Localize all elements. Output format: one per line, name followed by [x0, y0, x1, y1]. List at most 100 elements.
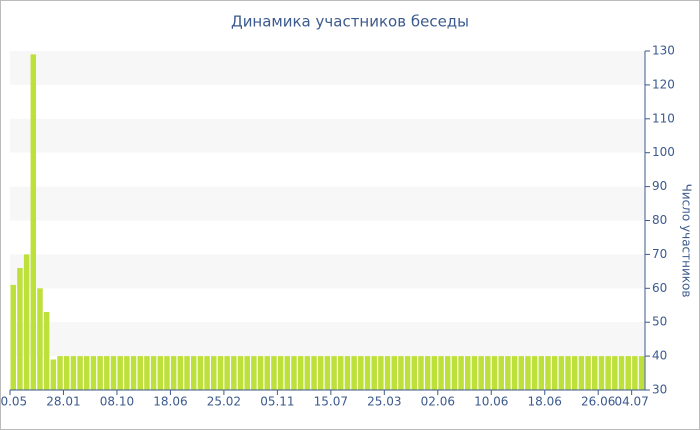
bar: [605, 356, 611, 390]
bar: [97, 356, 103, 390]
bar: [177, 356, 184, 390]
bar: [63, 356, 70, 390]
bar: [371, 356, 377, 390]
grid-band: [10, 322, 645, 357]
bar: [204, 356, 210, 390]
bar: [384, 356, 391, 390]
bar: [485, 356, 491, 390]
bar: [184, 356, 190, 390]
bar: [271, 356, 277, 390]
bar: [251, 356, 257, 390]
bar: [404, 356, 411, 390]
bar: [571, 356, 578, 390]
bar: [598, 356, 605, 390]
grid-band: [10, 51, 645, 85]
bar: [465, 356, 471, 390]
bar: [311, 356, 317, 390]
bar: [257, 356, 264, 390]
bar: [431, 356, 438, 390]
bar: [551, 356, 558, 390]
y-tick-label: 70: [652, 247, 667, 261]
bar: [545, 356, 551, 390]
bar: [411, 356, 418, 390]
bar: [451, 356, 458, 390]
grid-band: [10, 186, 645, 221]
bar: [364, 356, 371, 390]
x-tick-label: 05.11: [260, 395, 294, 409]
bar: [157, 356, 164, 390]
x-tick-label: 08.10: [100, 395, 134, 409]
bar: [244, 356, 250, 390]
bar: [104, 356, 110, 390]
bar: [277, 356, 284, 390]
x-tick-label: 26.06: [581, 395, 615, 409]
bar: [284, 356, 291, 390]
bar: [224, 356, 230, 390]
bar: [291, 356, 297, 390]
bar: [164, 356, 170, 390]
bar: [117, 356, 123, 390]
y-tick-label: 110: [652, 111, 675, 125]
bar: [150, 356, 157, 390]
bar: [491, 356, 498, 390]
bar: [471, 356, 478, 390]
x-tick-label: 15.07: [314, 395, 348, 409]
bar: [438, 356, 444, 390]
bar: [592, 356, 598, 390]
y-tick-label: 120: [652, 77, 675, 91]
bar: [444, 356, 451, 390]
bar: [424, 356, 431, 390]
bar: [57, 356, 63, 390]
bar: [304, 356, 311, 390]
bar: [264, 356, 270, 390]
bar: [638, 356, 645, 390]
bar: [317, 356, 324, 390]
x-tick-label: 25.03: [367, 395, 401, 409]
bar: [612, 356, 618, 390]
grid-band: [10, 118, 645, 153]
bar: [531, 356, 538, 390]
bar: [625, 356, 631, 390]
x-tick-label: 02.06: [421, 395, 455, 409]
y-tick-label: 30: [652, 383, 667, 397]
bar: [505, 356, 511, 390]
bar: [84, 356, 90, 390]
bar: [10, 284, 16, 390]
bar: [618, 356, 625, 390]
bar: [197, 356, 204, 390]
x-tick-label: 18.06: [153, 395, 187, 409]
bar: [418, 356, 424, 390]
x-tick-label: 28.01: [46, 395, 80, 409]
bar: [358, 356, 364, 390]
bar: [50, 359, 57, 390]
bar: [237, 356, 244, 390]
y-tick-label: 90: [652, 179, 667, 193]
bar: [398, 356, 404, 390]
bar: [17, 267, 23, 390]
x-tick-label: 20.05: [0, 395, 27, 409]
y-tick-label: 50: [652, 315, 667, 329]
x-tick-label: 18.06: [528, 395, 562, 409]
bar: [217, 356, 224, 390]
bar: [458, 356, 464, 390]
x-tick-label: 04.07: [614, 395, 648, 409]
bar: [77, 356, 83, 390]
x-tick-label: 10.06: [474, 395, 508, 409]
y-axis-label: Число участников: [680, 184, 694, 298]
bar: [538, 356, 545, 390]
bar: [43, 312, 50, 390]
bar: [338, 356, 344, 390]
grid-band: [10, 254, 645, 289]
bar: [144, 356, 150, 390]
bar: [518, 356, 524, 390]
bar: [110, 356, 117, 390]
bar: [565, 356, 571, 390]
y-tick-label: 100: [652, 145, 675, 159]
bar: [324, 356, 331, 390]
bar: [525, 356, 531, 390]
bar: [558, 356, 565, 390]
bar: [378, 356, 384, 390]
bar: [137, 356, 143, 390]
